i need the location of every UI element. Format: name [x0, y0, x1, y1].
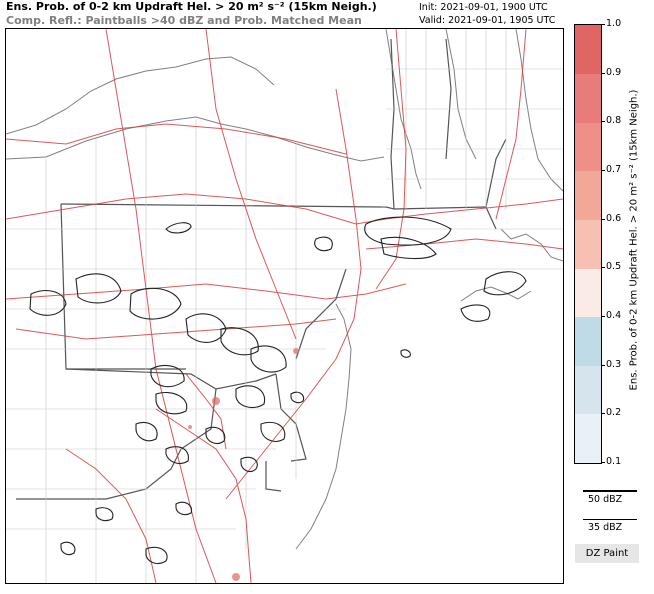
- colorbar-label: 0.6: [606, 213, 622, 224]
- legend-label-50dbz: 50 dBZ: [588, 494, 623, 505]
- reflectivity-contours: [29, 216, 527, 564]
- colorbar-tick: [601, 73, 605, 74]
- colorbar-band: [575, 317, 601, 366]
- coastline: [6, 29, 563, 550]
- legend-label-35dbz: 35 dBZ: [588, 522, 623, 533]
- highways: [6, 29, 563, 583]
- colorbar-band: [575, 414, 601, 463]
- colorbar-tick: [601, 462, 605, 463]
- map-panel[interactable]: [5, 28, 564, 584]
- colorbar-band: [575, 366, 601, 414]
- colorbar-tick: [601, 413, 605, 414]
- colorbar-label: 1.0: [606, 18, 622, 29]
- colorbar-tick: [601, 170, 605, 171]
- probability-fills: [188, 348, 299, 581]
- init-time: Init: 2021-09-01, 1900 UTC: [419, 2, 548, 13]
- chart-title: Ens. Prob. of 0-2 km Updraft Hel. > 20 m…: [6, 0, 377, 13]
- map-svg: [6, 29, 563, 583]
- colorbar-label: 0.5: [606, 261, 622, 272]
- chart-subtitle: Comp. Refl.: Paintballs >40 dBZ and Prob…: [6, 14, 362, 27]
- colorbar-tick: [601, 24, 605, 25]
- colorbar-tick: [601, 121, 605, 122]
- legend-line-35dbz: [583, 519, 637, 520]
- colorbar-title: Ens. Prob. of 0-2 km Updraft Hel. > 20 m…: [628, 89, 640, 391]
- valid-time: Valid: 2021-09-01, 1905 UTC: [419, 15, 556, 26]
- colorbar-band: [575, 171, 601, 220]
- colorbar-label: 0.1: [606, 456, 622, 467]
- colorbar-label: 0.9: [606, 67, 622, 78]
- colorbar-tick: [601, 219, 605, 220]
- colorbar-label: 0.8: [606, 115, 622, 126]
- dz-paint-button[interactable]: DZ Paint: [575, 544, 639, 563]
- colorbar-tick: [601, 365, 605, 366]
- colorbar-label: 0.2: [606, 407, 622, 418]
- colorbar-tick: [601, 267, 605, 268]
- colorbar-tick: [601, 316, 605, 317]
- county-borders: [6, 29, 563, 583]
- colorbar-band: [575, 269, 601, 317]
- colorbar-band: [575, 74, 601, 123]
- colorbar-label: 0.3: [606, 359, 622, 370]
- colorbar-band: [575, 25, 601, 74]
- colorbar-band: [575, 220, 601, 269]
- legend-line-50dbz: [583, 490, 637, 492]
- colorbar-label: 0.4: [606, 310, 622, 321]
- colorbar: [574, 24, 602, 464]
- colorbar-label: 0.7: [606, 164, 622, 175]
- colorbar-band: [575, 123, 601, 171]
